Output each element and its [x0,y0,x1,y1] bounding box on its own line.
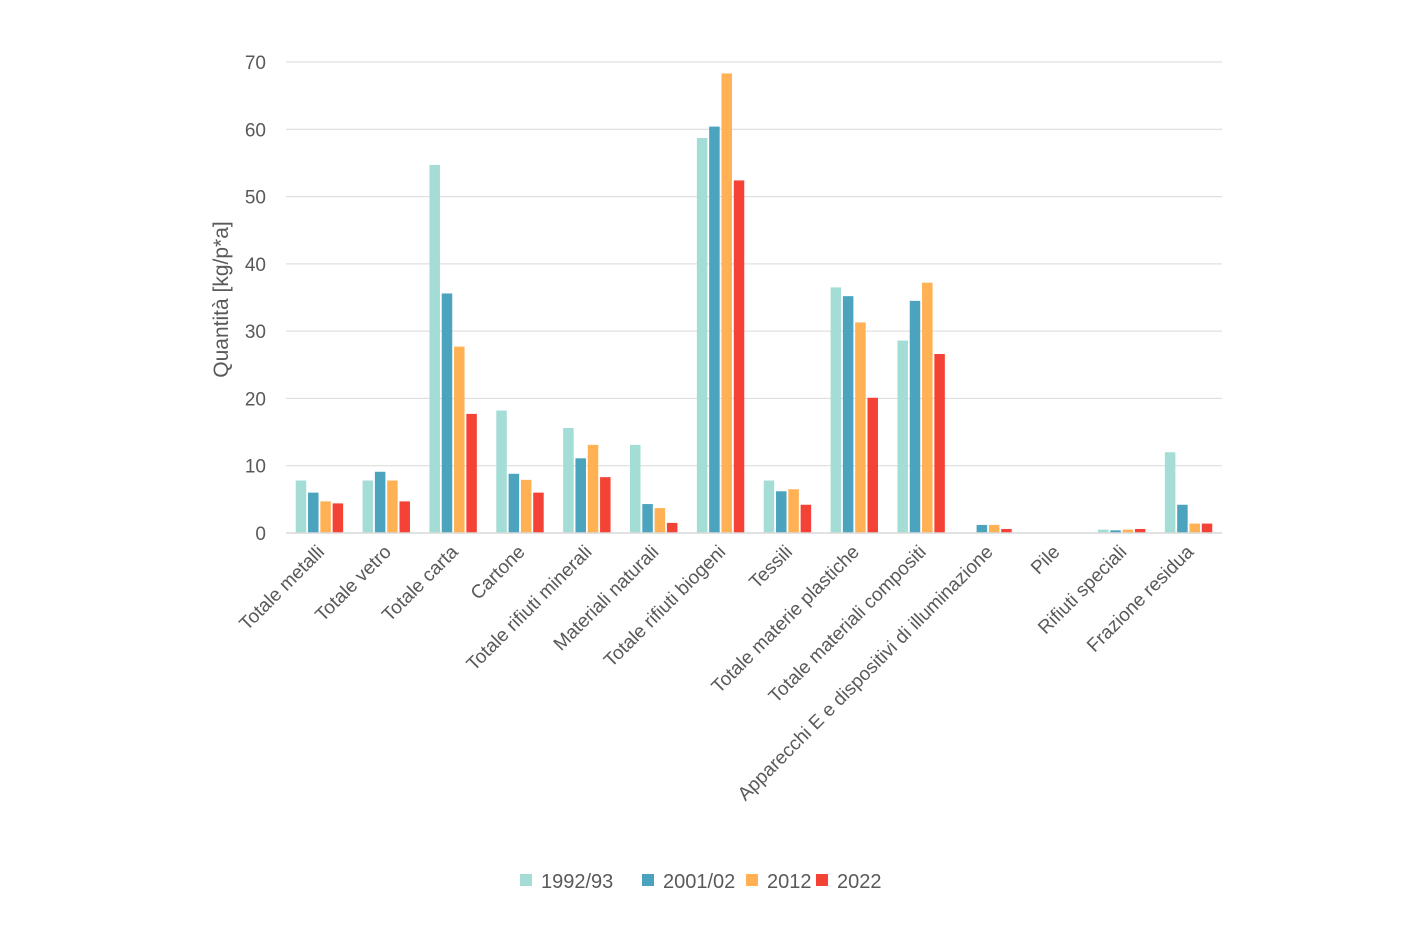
bars [295,73,1213,534]
legend-swatch [642,874,654,886]
bar [1201,523,1213,533]
legend-label: 2022 [837,871,882,893]
gridlines [286,61,1222,467]
bar [362,480,374,533]
bar [934,354,945,533]
bar [788,489,799,533]
bar [830,287,842,533]
bar [721,73,732,533]
bar [429,164,440,533]
bar [332,503,344,533]
legend-swatch [520,874,532,886]
bar [867,397,878,533]
bar [1001,528,1012,533]
bar [1134,528,1146,533]
bar [763,480,775,533]
bar [1110,530,1121,533]
x-category-label: Totale metalli [236,542,329,635]
y-tick-labels: 0 10 20 30 40 50 60 70 [245,53,266,545]
bar [897,340,908,533]
bar [441,293,453,533]
bar [666,522,678,533]
bar [842,296,854,533]
x-category-label: Apparecchi E e dispositivi di illuminazi… [734,542,998,806]
bar [855,322,866,533]
bar [776,491,787,533]
bar [922,282,933,533]
bar [600,477,611,533]
bar [1098,529,1109,533]
legend-label: 1992/93 [541,871,613,893]
y-tick-label: 20 [245,389,266,410]
bar [1122,529,1134,533]
x-category-label: Totale rifiuti biogeni [600,542,730,672]
y-tick-label: 10 [245,457,266,478]
y-tick-label: 70 [245,53,266,74]
y-tick-label: 0 [255,524,266,545]
x-category-label: Cartone [467,542,530,605]
bar [387,480,398,533]
legend-swatch [816,874,828,886]
bar [320,501,331,533]
bar [1177,504,1188,533]
bar [630,444,641,533]
y-tick-label: 30 [245,322,266,343]
bar [454,346,465,533]
bar [575,458,586,533]
bar [988,524,1000,533]
legend-label: 2001/02 [663,871,735,893]
y-tick-label: 50 [245,188,266,209]
y-tick-label: 40 [245,255,266,276]
bar [1164,452,1176,533]
bar [976,524,988,533]
bar [709,126,720,533]
bar [909,300,921,533]
bar [308,492,319,533]
x-category-label: Totale rifiuti minerali [463,542,597,676]
legend-swatch [746,874,758,886]
y-tick-label: 60 [245,120,266,141]
bar [466,413,477,533]
x-category-label: Tessili [746,542,797,593]
bar [508,473,520,533]
bar [563,428,574,533]
bar [1189,523,1200,533]
x-category-label: Pile [1027,542,1064,579]
bar [733,180,745,533]
legend: 1992/93 2001/02 2012 2022 [520,871,882,893]
bar [587,444,599,533]
bar [642,504,653,533]
bar [399,501,410,533]
bar [496,410,507,533]
bar [374,471,386,533]
y-axis-title: Quantità [kg/p*a] [210,221,233,377]
legend-label: 2012 [767,871,812,893]
bar [295,480,307,533]
bar [520,479,532,533]
bar [696,138,708,534]
bar [654,508,666,533]
bar [800,504,812,533]
bar [533,492,544,533]
